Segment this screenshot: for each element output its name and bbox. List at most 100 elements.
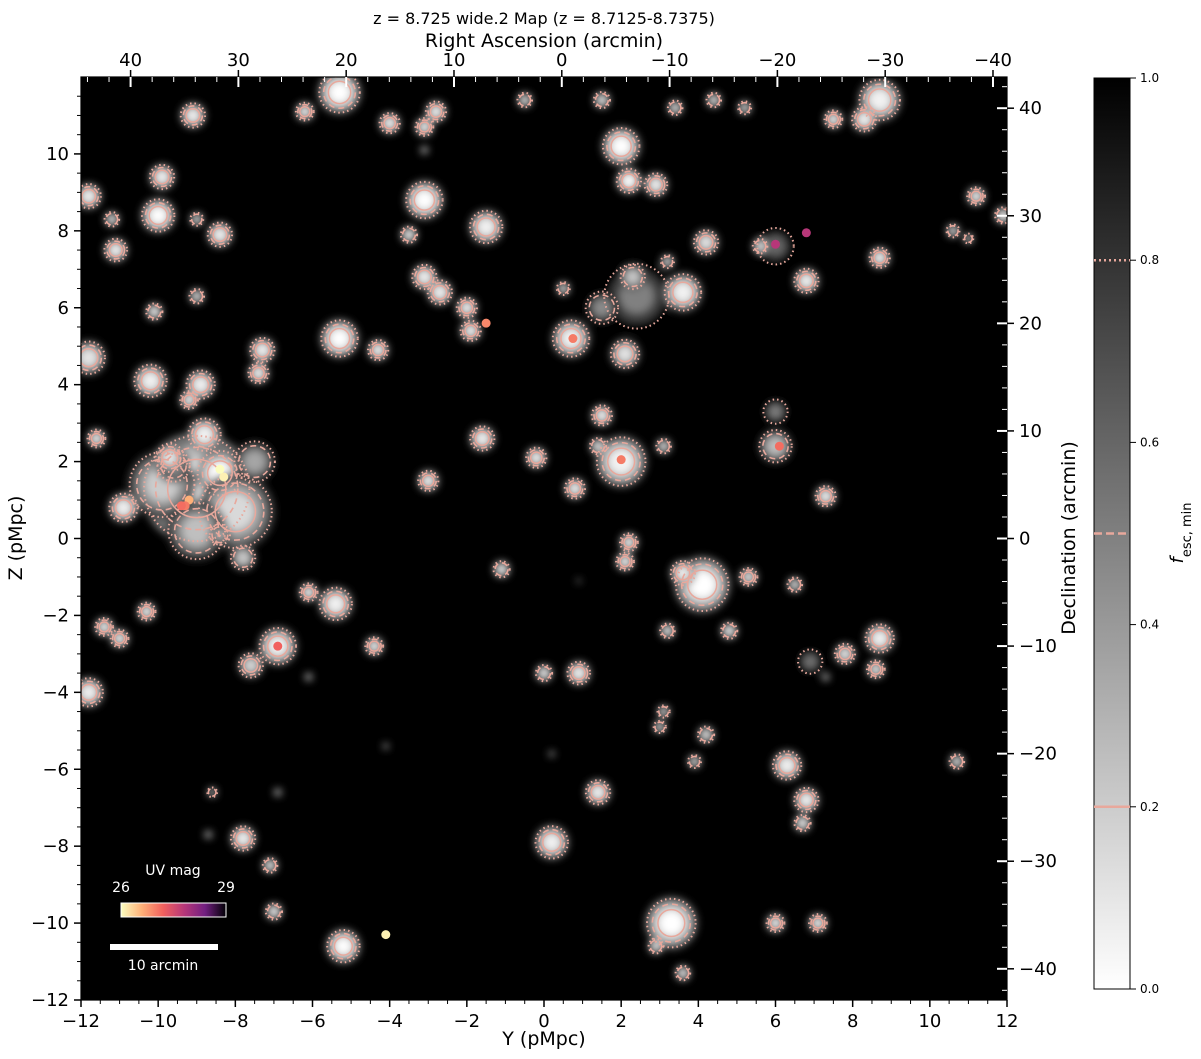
- contour-solid: [98, 621, 110, 633]
- ionized-core: [593, 299, 611, 317]
- contour-solid: [648, 177, 663, 192]
- ionized-core: [874, 252, 885, 264]
- contour-dashed: [707, 93, 721, 107]
- contour-dotted: [108, 492, 139, 523]
- dec-tick-label: −10: [1019, 636, 1057, 657]
- uv-source-point: [774, 441, 784, 451]
- ionized-core: [543, 833, 561, 851]
- contour-dotted: [551, 319, 591, 358]
- contour-dashed: [157, 445, 182, 470]
- ionized-core: [477, 218, 495, 236]
- contour-dashed: [676, 966, 690, 980]
- ionized-core: [414, 190, 434, 210]
- contour-dashed: [262, 631, 293, 662]
- uv-source-point: [481, 318, 491, 328]
- contour-dotted: [646, 897, 697, 949]
- ra-tick-label: 10: [443, 50, 466, 71]
- contour-dashed: [181, 392, 197, 408]
- ionized-core: [433, 286, 447, 299]
- contour-dotted: [851, 106, 878, 133]
- contour-dashed: [569, 663, 589, 683]
- contour-solid: [192, 376, 210, 394]
- contour-dotted: [81, 677, 104, 708]
- ionized-core: [497, 565, 506, 574]
- contour-dashed: [950, 755, 964, 769]
- contour-dotted: [167, 501, 227, 561]
- ionized-core: [303, 587, 314, 598]
- ionized-core: [530, 452, 542, 464]
- ionized-core: [184, 395, 194, 405]
- contour-dashed: [211, 525, 229, 544]
- ionized-core: [656, 723, 663, 731]
- contour-dotted: [525, 446, 548, 469]
- contour-dashed: [606, 131, 637, 162]
- contour-dotted: [584, 290, 620, 325]
- contour-dotted: [555, 281, 571, 297]
- ionized-core: [743, 572, 754, 582]
- y-tick-label: 4: [58, 375, 69, 396]
- contour-dashed: [853, 109, 875, 130]
- ionized-core: [192, 292, 201, 301]
- contour-solid: [214, 490, 257, 533]
- contour-solid: [606, 447, 636, 476]
- ionized-core: [626, 270, 640, 284]
- contour-solid: [819, 489, 833, 503]
- contour-dashed: [680, 563, 724, 607]
- ionized-core: [701, 730, 711, 739]
- contour-dashed: [668, 101, 682, 115]
- contour-dashed: [401, 227, 417, 242]
- contour-dashed: [775, 753, 799, 778]
- contour-dashed: [414, 266, 435, 288]
- contour-dashed: [738, 101, 751, 114]
- x-tick-label: 0: [538, 1011, 549, 1032]
- dec-tick-label: −40: [1019, 959, 1057, 980]
- contour-dashed: [651, 903, 692, 943]
- dec-tick-label: 20: [1019, 313, 1042, 334]
- contour-solid: [970, 190, 982, 202]
- contour-dotted: [864, 623, 895, 654]
- contour-dotted: [737, 100, 753, 116]
- x-tick-label: 12: [996, 1011, 1019, 1032]
- ionized-core: [622, 174, 636, 188]
- ionized-core: [671, 103, 680, 112]
- contour-dotted: [189, 211, 205, 227]
- contour-dashed: [536, 665, 552, 681]
- contour-solid: [474, 431, 490, 446]
- contour-dashed: [111, 495, 136, 520]
- contour-dotted: [659, 254, 675, 270]
- contour-dotted: [136, 601, 157, 622]
- contour-dashed: [613, 342, 637, 366]
- contour-dashed: [658, 706, 670, 718]
- ionized-core: [624, 537, 634, 548]
- contour-dashed: [138, 603, 155, 620]
- ionized-core: [596, 410, 608, 421]
- contour-dashed: [753, 239, 767, 253]
- contour-dotted: [179, 390, 199, 410]
- contour-dotted: [417, 469, 440, 492]
- contour-dotted: [618, 532, 639, 553]
- ionized-core: [328, 81, 351, 103]
- contour-dashed: [788, 578, 802, 592]
- contour-dotted: [516, 91, 534, 109]
- ionized-core: [236, 832, 250, 845]
- contour-dashed: [173, 507, 220, 554]
- contour-dotted: [563, 477, 586, 500]
- contour-dotted: [468, 209, 504, 245]
- contour-dotted: [948, 753, 966, 770]
- contour-dashed: [201, 454, 239, 492]
- x-tick-label: 4: [693, 1011, 704, 1032]
- contour-dotted: [399, 225, 419, 244]
- ionized-core: [195, 426, 213, 444]
- contour-dashed: [105, 212, 119, 226]
- contour-dotted: [808, 913, 828, 933]
- contour-solid: [416, 269, 432, 285]
- contour-dotted: [534, 664, 554, 683]
- x-tick-label: −8: [222, 1011, 249, 1032]
- contour-solid: [827, 113, 840, 125]
- contour-dashed: [300, 584, 317, 601]
- contour-dashed: [81, 185, 100, 207]
- colorbar-tick-label: 0.6: [1140, 435, 1159, 449]
- contour-dotted: [229, 825, 257, 852]
- contour-dashed: [191, 421, 218, 449]
- ionized-core: [857, 112, 871, 126]
